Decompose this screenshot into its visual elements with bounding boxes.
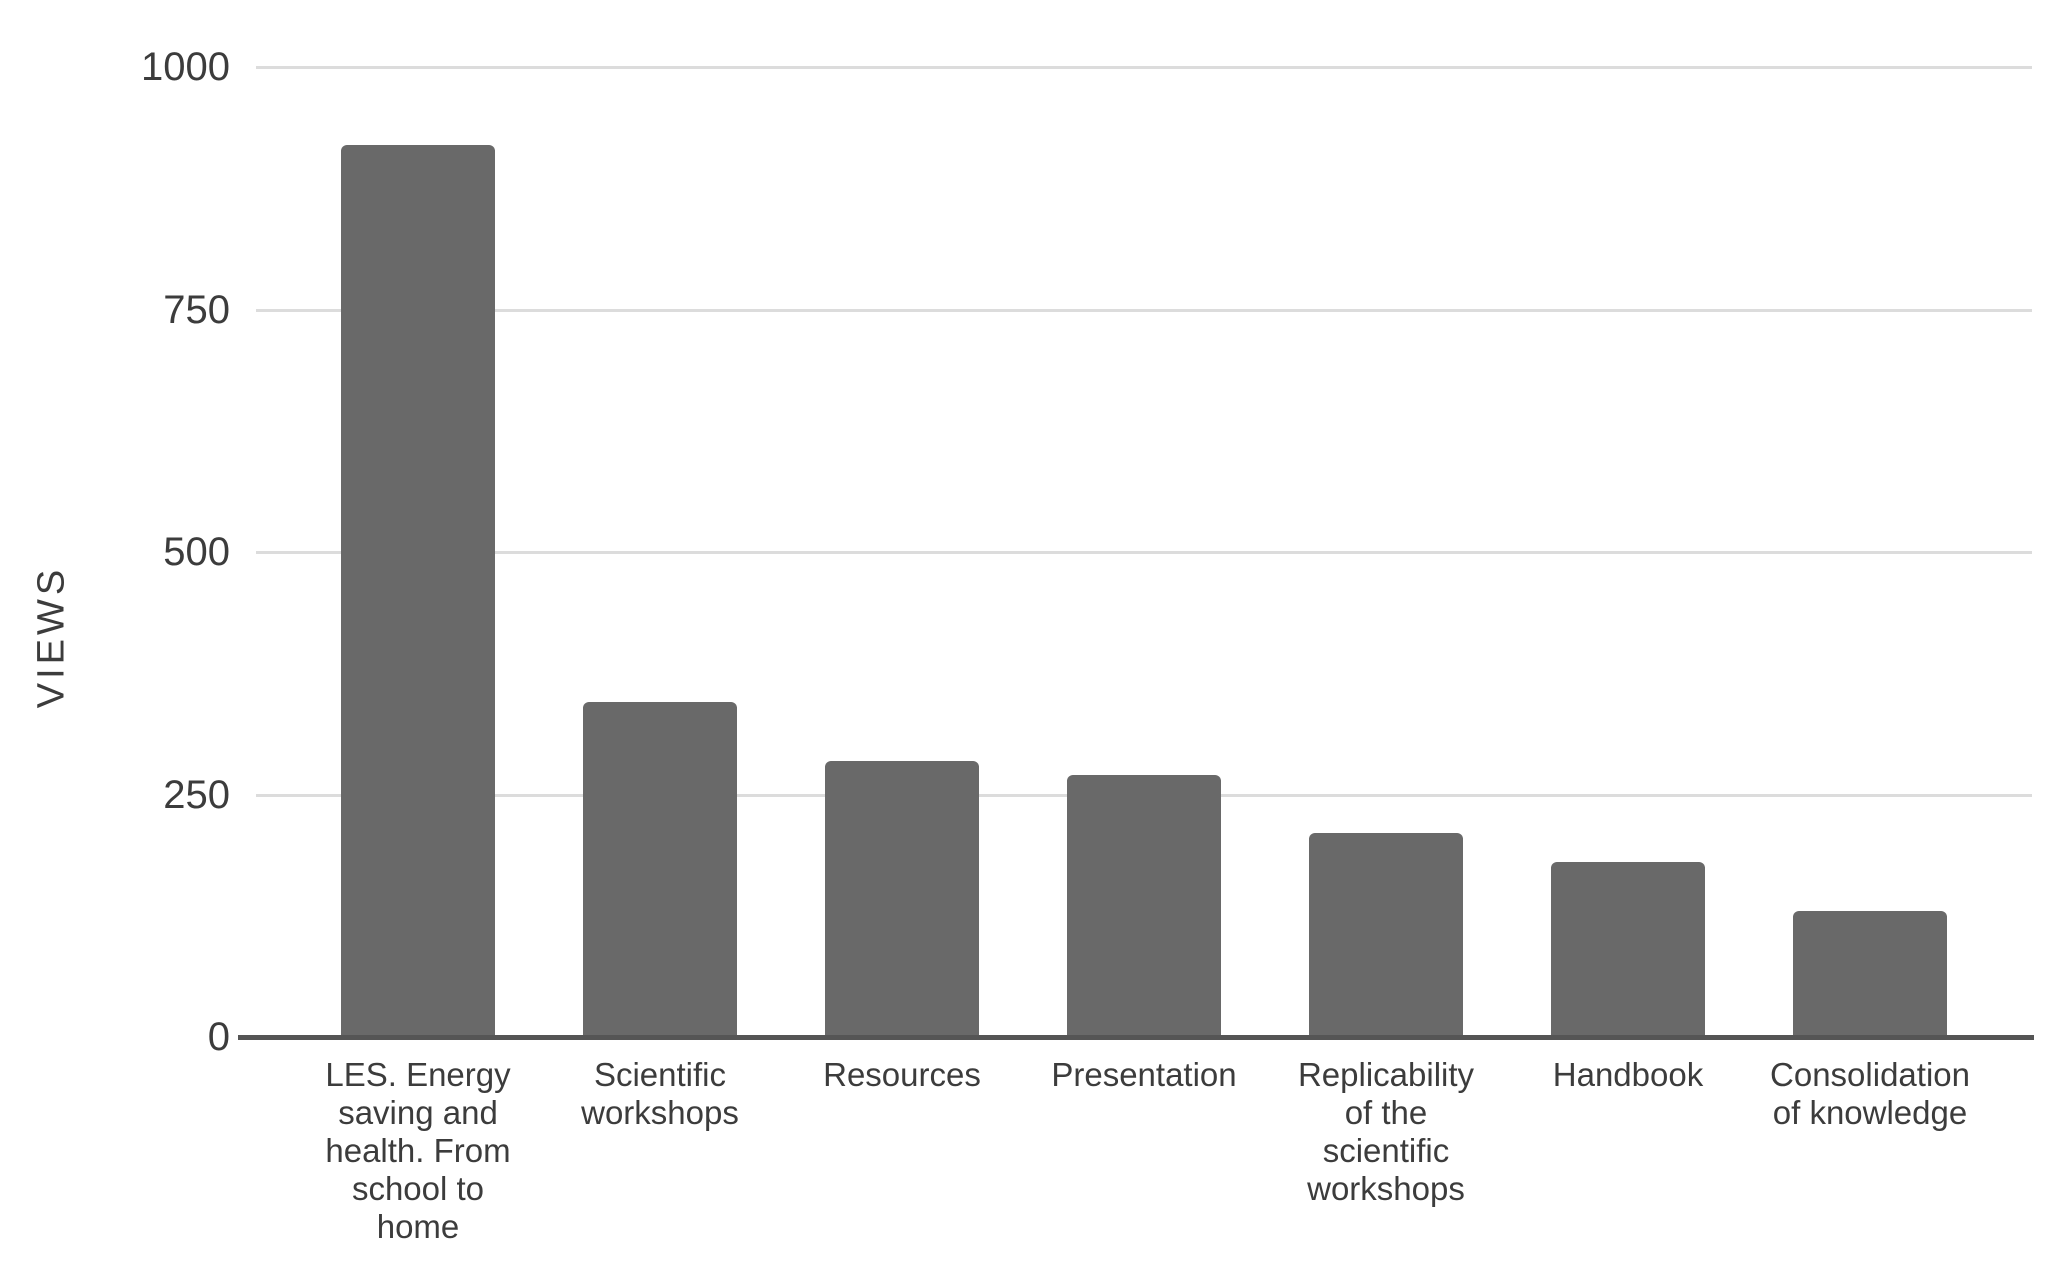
gridline [256,551,2032,554]
x-tick-label: LES. Energy saving and health. From scho… [325,1056,511,1245]
x-tick-label: Replicability of the scientific workshop… [1297,1056,1475,1207]
x-axis-line [238,1035,2034,1040]
y-axis-title: VIEWS [30,565,73,709]
bar [1067,775,1221,1037]
y-tick-label: 0 [207,1015,230,1059]
x-tick-label: Presentation [1051,1056,1237,1093]
bar [1793,911,1947,1037]
y-tick-label: 250 [163,772,230,817]
bar [341,145,495,1037]
x-tick-label: Resources [823,1056,981,1093]
y-tick-label: 750 [163,287,230,332]
bar [1309,833,1463,1037]
x-tick-label: Scientific workshops [581,1056,739,1131]
x-tick-label: Handbook [1552,1056,1704,1093]
y-tick-label: 500 [163,530,230,574]
gridline [256,308,2032,312]
x-tick-label: Consolidation of knowledge [1770,1056,1970,1131]
bar [583,702,737,1037]
bar [825,761,979,1037]
y-tick-label: 1000 [141,45,230,89]
gridline [256,66,2032,69]
bar [1551,862,1705,1037]
